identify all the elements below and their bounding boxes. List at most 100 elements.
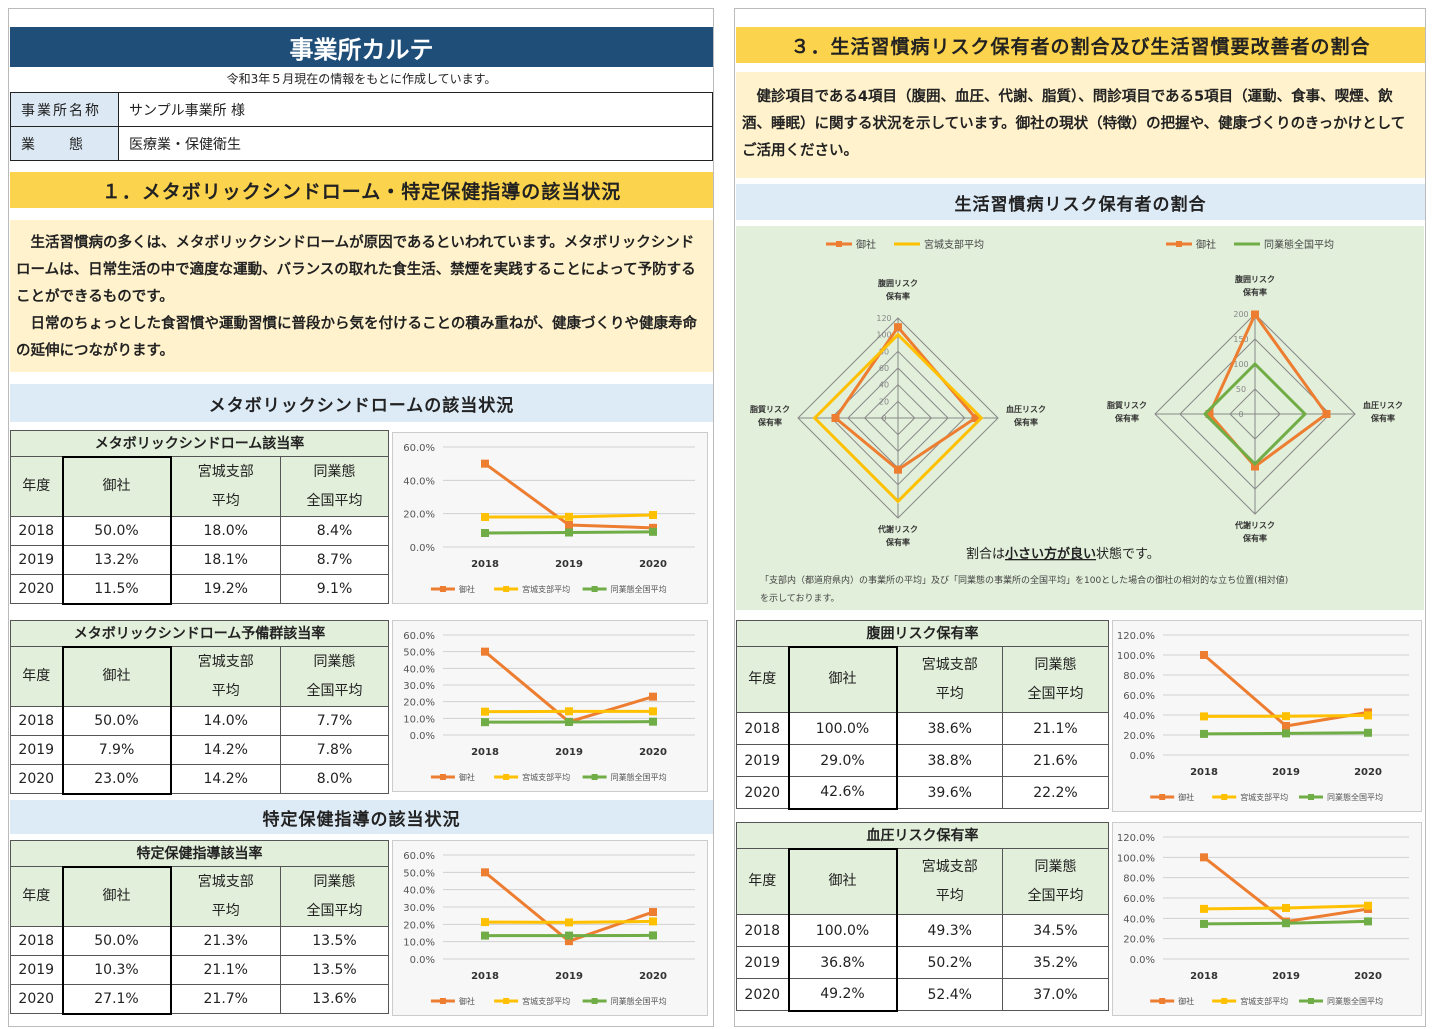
radar-point — [831, 414, 840, 422]
y-tick-label: 20.0% — [1123, 731, 1155, 742]
header-branch: 宮城支部 平均 — [170, 866, 281, 927]
legend-label: 宮城支部平均 — [1240, 792, 1288, 802]
y-tick-label: 60.0% — [403, 443, 435, 454]
y-tick-label: 120.0% — [1117, 631, 1155, 642]
legend-label: 宮城支部平均 — [522, 584, 570, 594]
radar-tick-label: 200 — [1233, 310, 1248, 319]
year-cell: 2020 — [736, 776, 789, 809]
table-caption: メタボリックシンドローム予備群該当率 — [10, 620, 389, 647]
legend-marker — [1221, 998, 1228, 1004]
table-row: 2019 7.9% 14.2% 7.8% — [10, 735, 389, 765]
ours-cell: 50.0% — [61, 706, 172, 736]
industry-cell: 13.6% — [280, 984, 389, 1014]
ours-cell: 50.0% — [61, 926, 172, 956]
year-cell: 2018 — [736, 914, 789, 947]
radar-axis-label: 保有率 — [1242, 533, 1267, 543]
x-tick-label: 2018 — [471, 971, 499, 982]
data-point — [1200, 712, 1208, 721]
industry-cell: 22.2% — [1002, 776, 1109, 809]
header-text: 同業態 — [313, 653, 356, 670]
legend-label: 宮城支部平均 — [522, 996, 570, 1006]
data-point — [1282, 903, 1290, 912]
section3-intro: 健診項目である4項目（腹囲、血圧、代謝、脂質）、問診項目である5項目（運動、食事… — [736, 72, 1425, 178]
header-text: 宮城支部 — [197, 463, 254, 480]
section1-intro: 生活習慣病の多くは、メタボリックシンドロームが原因であるといわれています。メタボ… — [10, 220, 713, 372]
industry-cell: 21.6% — [1002, 744, 1109, 777]
industry-cell: 21.1% — [1002, 712, 1109, 745]
legend-marker — [1221, 794, 1228, 800]
legend-marker — [1159, 794, 1166, 800]
radar-point — [1205, 410, 1214, 418]
business-type-label: 業 態 — [10, 126, 119, 161]
y-tick-label: 100.0% — [1117, 853, 1155, 864]
radar-point — [1251, 310, 1259, 319]
branch-cell: 49.3% — [896, 914, 1003, 947]
radar-tick-label: 100 — [876, 331, 891, 340]
radar-axis-label: 保有率 — [1114, 413, 1139, 423]
ours-cell: 50.0% — [61, 516, 172, 546]
header-text: 御社 — [828, 671, 857, 688]
data-point — [1282, 729, 1290, 738]
header-text: 全国平均 — [306, 682, 363, 699]
branch-cell: 21.3% — [170, 926, 281, 956]
header-year: 年度 — [10, 456, 63, 517]
y-tick-label: 40.0% — [403, 886, 435, 897]
radar-footnote: 「支部内（都道府県内）の事業所の平均」及び「同業態の事業所の全国平均」を100と… — [760, 574, 1288, 586]
radar-axis-label: 代謝リスク — [1234, 520, 1275, 530]
data-point — [481, 918, 489, 927]
legend-marker — [591, 586, 598, 592]
industry-cell: 35.2% — [1002, 946, 1109, 979]
line-chart-svg: 0.0% 20.0% 40.0% 60.0% 2018 2019 2020 御社 宮城支部平均 同… — [403, 443, 695, 594]
section1-heading: １．メタボリックシンドローム・特定保健指導の該当状況 — [10, 172, 713, 208]
x-tick-label: 2019 — [555, 747, 583, 758]
intro-paragraph: 日常のちょっとした食習慣や運動習慣に普段から気を付けることの積み重ねが、健康づく… — [16, 316, 698, 359]
legend-label: 同業態全国平均 — [1264, 238, 1334, 251]
header-text: 同業態 — [313, 873, 356, 890]
branch-cell: 14.0% — [170, 706, 281, 736]
y-tick-label: 30.0% — [403, 903, 435, 914]
header-text: 宮城支部 — [921, 858, 978, 875]
header-branch: 宮城支部 平均 — [170, 456, 281, 517]
header-text: 年度 — [22, 478, 51, 494]
header-text: 全国平均 — [306, 492, 363, 509]
branch-cell: 21.1% — [170, 955, 281, 985]
branch-cell: 38.8% — [896, 744, 1003, 777]
year-cell: 2018 — [10, 516, 63, 546]
legend-marker — [836, 241, 842, 247]
year-cell: 2018 — [736, 712, 789, 745]
creation-note: 令和3年５月現在の情報をもとに作成しています。 — [226, 72, 497, 86]
radar-point — [894, 465, 902, 474]
ours-cell: 13.2% — [61, 545, 172, 575]
line-chart: 0.0% 10.0% 20.0% 30.0% 40.0% 50.0% 60.0% 2018 20… — [392, 620, 708, 792]
ours-cell: 11.5% — [61, 574, 172, 605]
table-row: 2020 27.1% 21.7% 13.6% — [10, 984, 389, 1015]
x-tick-label: 2019 — [555, 559, 583, 570]
header-text: 平均 — [211, 492, 240, 509]
y-tick-label: 60.0% — [403, 631, 435, 642]
ours-cell: 27.1% — [61, 984, 172, 1015]
header-text: 宮城支部 — [921, 656, 978, 673]
header-text: 宮城支部 — [197, 653, 254, 670]
radar-tick-label: 120 — [876, 314, 891, 323]
header-industry: 同業態 全国平均 — [280, 646, 389, 707]
data-point — [481, 707, 489, 716]
industry-cell: 8.0% — [280, 764, 389, 794]
table-caption: 腹囲リスク保有率 — [736, 620, 1109, 647]
radar-tick-label: 0 — [881, 414, 886, 423]
radar-note: 割合は小さい方が良い状態です。 — [966, 546, 1160, 562]
data-point — [649, 717, 657, 726]
data-point — [481, 513, 489, 521]
radar-axis-label: 脂質リスク — [1106, 400, 1147, 410]
y-tick-label: 0.0% — [410, 543, 435, 554]
y-tick-label: 0.0% — [410, 955, 435, 966]
line-chart: 0.0% 20.0% 40.0% 60.0% 80.0% 100.0% 120.0% 2018… — [1112, 822, 1422, 1016]
line-chart: 0.0% 10.0% 20.0% 30.0% 40.0% 50.0% 60.0% 2018 20… — [392, 840, 708, 1016]
table-row: 2020 49.2% 52.4% 37.0% — [736, 978, 1109, 1012]
radar-point — [971, 414, 980, 422]
x-tick-label: 2019 — [555, 971, 583, 982]
line-chart-svg: 0.0% 20.0% 40.0% 60.0% 80.0% 100.0% 120.0% 2018… — [1117, 833, 1409, 1006]
header-text: 全国平均 — [1027, 685, 1084, 702]
radar-charts: 020406080100120腹囲リスク保有率血圧リスク保有率代謝リスク保有率脂… — [749, 238, 1403, 604]
y-tick-label: 120.0% — [1117, 833, 1155, 844]
year-cell: 2019 — [736, 946, 789, 979]
